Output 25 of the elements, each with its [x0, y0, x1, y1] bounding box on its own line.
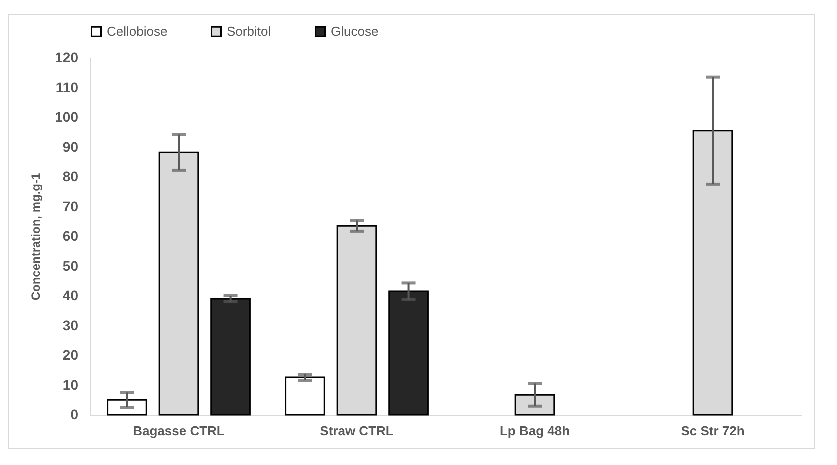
bar: [388, 290, 429, 416]
legend-label: Sorbitol: [227, 24, 272, 39]
x-tick-label: Straw CTRL: [320, 424, 394, 438]
bar: [210, 298, 251, 416]
bar: [285, 376, 326, 416]
legend-label: Glucose: [331, 24, 379, 39]
x-tick-label: Bagasse CTRL: [133, 424, 225, 438]
y-tick-label: 20: [62, 347, 79, 363]
y-tick-label: 40: [62, 288, 79, 304]
y-tick-label: 100: [55, 109, 79, 125]
y-tick-label: 120: [55, 50, 79, 66]
y-tick-label: 60: [62, 228, 79, 244]
y-axis-title: Concentration, mg.g-1: [29, 173, 44, 301]
bar: [107, 399, 148, 416]
y-tick-label: 110: [56, 79, 79, 96]
x-tick-label: Sc Str 72h: [681, 424, 745, 438]
y-tick-label: 90: [62, 138, 79, 155]
y-tick-label: 50: [62, 258, 79, 274]
y-tick-label: 0: [70, 406, 79, 422]
y-tick-label: 80: [62, 168, 79, 184]
y-tick-label: 10: [62, 376, 79, 393]
x-tick-label: Lp Bag 48h: [500, 424, 570, 438]
y-tick-label: 70: [62, 198, 79, 214]
y-tick-label: 30: [62, 317, 79, 334]
legend-label: Cellobiose: [107, 24, 168, 39]
